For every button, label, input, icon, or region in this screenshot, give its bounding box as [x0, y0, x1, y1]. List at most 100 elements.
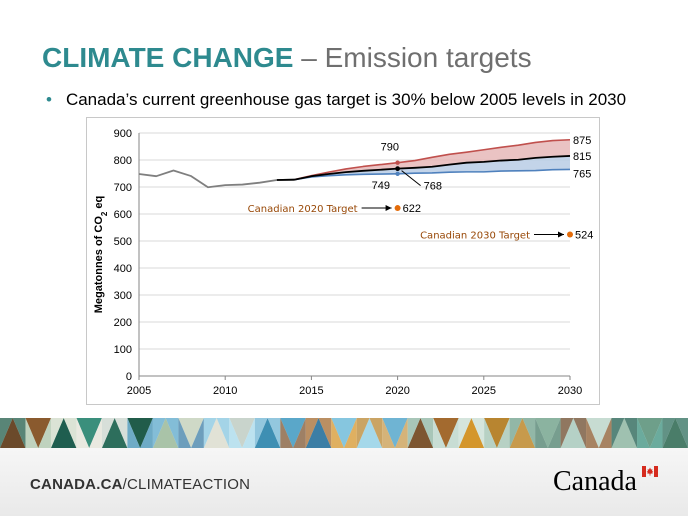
climate-action-link[interactable]: CANADA.CA/CLIMATEACTION	[30, 476, 250, 493]
data-label: 815	[573, 151, 591, 163]
band-triangle	[127, 418, 153, 448]
band-triangle	[203, 418, 230, 448]
y-tick-label: 800	[114, 155, 132, 167]
band-triangle-fill	[611, 418, 638, 448]
footer-link-rest: /CLIMATEACTION	[122, 476, 251, 493]
band-triangle	[254, 418, 281, 448]
canada-wordmark: Canada	[553, 466, 637, 497]
y-tick-label: 200	[114, 317, 132, 329]
x-tick-label: 2025	[472, 385, 496, 397]
band-triangle-fill	[203, 418, 230, 448]
band-triangle-fill	[407, 418, 434, 448]
band-triangle-fill	[484, 418, 510, 448]
y-tick-label: 900	[114, 128, 132, 140]
band-triangle	[560, 418, 587, 448]
high-series-line	[293, 138, 571, 181]
bullet-point: • Canada’s current greenhouse gas target …	[46, 90, 626, 110]
band-triangle	[331, 418, 357, 448]
bullet-text: Canada’s current greenhouse gas target i…	[65, 90, 627, 109]
band-triangle-fill	[458, 418, 485, 448]
y-tick-label: 300	[114, 290, 132, 302]
title-rest: – Emission targets	[293, 42, 532, 73]
band-triangle	[178, 418, 204, 448]
band-triangle	[356, 418, 383, 448]
y-tick-label: 400	[114, 263, 132, 275]
marker-2020-low	[395, 171, 400, 176]
band-triangle-fill	[0, 418, 26, 448]
band-triangle-fill	[560, 418, 587, 448]
band-triangle	[229, 418, 255, 448]
marker-2020-high	[395, 160, 400, 165]
x-tick-label: 2020	[385, 385, 409, 397]
canada-flag-icon	[642, 466, 658, 477]
data-label: 768	[424, 181, 442, 193]
bullet-dot-icon: •	[46, 90, 52, 109]
band-triangle-fill	[152, 418, 179, 448]
data-label: 749	[372, 180, 390, 192]
footer	[0, 448, 688, 516]
band-triangle-fill	[586, 418, 612, 448]
y-tick-label: 600	[114, 209, 132, 221]
central-series-line	[276, 155, 571, 181]
band-triangle-fill	[331, 418, 357, 448]
band-triangle	[382, 418, 408, 448]
y-tick-label: 500	[114, 236, 132, 248]
band-triangle-fill	[382, 418, 408, 448]
band-triangle	[509, 418, 536, 448]
footer-link-strong: CANADA.CA	[30, 476, 123, 493]
x-tick-label: 2010	[213, 385, 237, 397]
band-triangle	[407, 418, 434, 448]
band-triangle-fill	[25, 418, 51, 448]
x-tick-label: 2030	[558, 385, 582, 397]
decorative-triangle-band	[0, 418, 688, 448]
marker-2020-central	[395, 166, 400, 172]
target-arrow-head	[385, 205, 392, 212]
band-triangle-fill	[433, 418, 459, 448]
low-series-line	[294, 168, 571, 181]
title-strong: CLIMATE CHANGE	[42, 42, 294, 73]
target-value-label: 524	[575, 230, 593, 242]
target-point	[567, 231, 573, 238]
band-triangle	[25, 418, 51, 448]
band-triangle	[637, 418, 663, 448]
target-label: Canadian 2030 Target	[420, 231, 530, 242]
data-label: 875	[573, 135, 591, 147]
band-triangle-fill	[127, 418, 153, 448]
band-triangle-fill	[356, 418, 383, 448]
slide-title: CLIMATE CHANGE – Emission targets	[42, 42, 532, 74]
band-triangle-fill	[101, 418, 128, 448]
data-label: 765	[573, 168, 591, 180]
band-triangle	[586, 418, 612, 448]
band-triangle-fill	[178, 418, 204, 448]
band-triangle-fill	[637, 418, 663, 448]
band-triangle-fill	[305, 418, 332, 448]
callout-line	[401, 170, 421, 187]
data-label: 790	[381, 142, 399, 154]
band-triangle-fill	[76, 418, 102, 448]
high-range-band	[294, 139, 570, 180]
band-triangle	[50, 418, 77, 448]
band-triangle	[458, 418, 485, 448]
band-triangle-fill	[509, 418, 536, 448]
y-axis-label: Megatonnes of CO2 eq	[93, 196, 109, 314]
target-point	[394, 205, 401, 212]
band-triangle	[535, 418, 561, 448]
band-triangle-fill	[662, 418, 688, 448]
y-tick-label: 0	[126, 371, 132, 383]
emissions-chart: 0 100 200 300 400 500 600 700 800 900 2005 2010 2015…	[93, 128, 593, 397]
band-triangle-fill	[535, 418, 561, 448]
band-triangle	[611, 418, 638, 448]
target-arrow-head	[558, 231, 564, 238]
target-value-label: 622	[403, 203, 421, 215]
x-tick-label: 2015	[299, 385, 323, 397]
band-triangle-fill	[254, 418, 281, 448]
band-triangle	[484, 418, 510, 448]
band-triangle	[0, 418, 26, 448]
band-triangle-fill	[280, 418, 306, 448]
band-triangle	[662, 418, 688, 448]
band-triangle-fill	[50, 418, 77, 448]
chart-frame: 0 100 200 300 400 500 600 700 800 900 2005 2010 2015…	[86, 117, 600, 405]
band-triangle	[280, 418, 306, 448]
y-tick-label: 700	[114, 182, 132, 194]
historical-series-line	[138, 169, 295, 189]
